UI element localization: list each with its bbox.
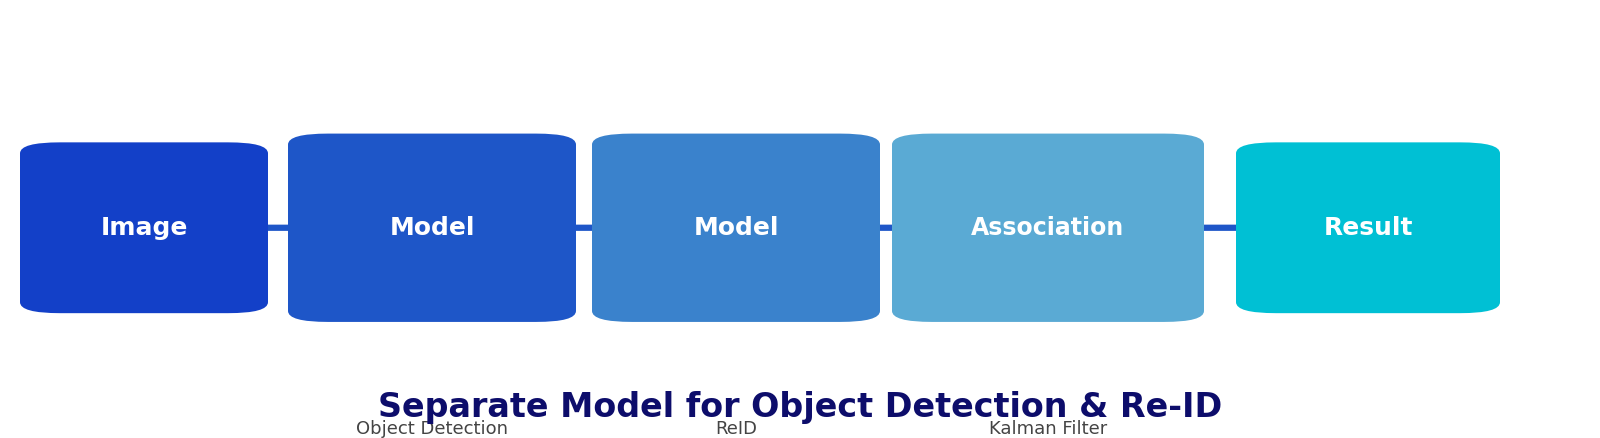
FancyBboxPatch shape	[19, 142, 269, 313]
Text: Result: Result	[1323, 216, 1413, 240]
Text: Separate Model for Object Detection & Re-ID: Separate Model for Object Detection & Re…	[378, 391, 1222, 424]
Text: Association: Association	[971, 216, 1125, 240]
FancyBboxPatch shape	[592, 134, 880, 322]
Text: ReID: ReID	[715, 420, 757, 438]
FancyBboxPatch shape	[893, 134, 1205, 322]
Text: Object Detection: Object Detection	[355, 420, 509, 438]
FancyBboxPatch shape	[1235, 142, 1501, 313]
Text: Kalman Filter
+
ReID: Kalman Filter + ReID	[989, 420, 1107, 438]
FancyBboxPatch shape	[288, 134, 576, 322]
Text: Model: Model	[389, 216, 475, 240]
Text: Image: Image	[101, 216, 187, 240]
Text: Model: Model	[693, 216, 779, 240]
